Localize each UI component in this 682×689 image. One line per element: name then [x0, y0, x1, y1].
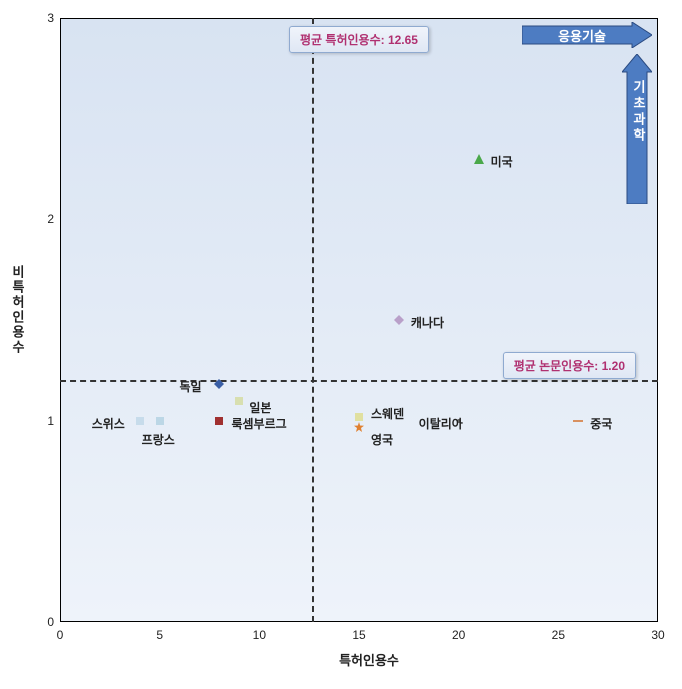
data-point	[234, 396, 244, 406]
y-tick: 1	[40, 414, 54, 428]
ref-line-horizontal	[60, 380, 658, 382]
x-tick: 15	[352, 628, 365, 642]
x-axis-label: 특허인용수	[319, 650, 419, 669]
data-point	[354, 412, 364, 422]
data-point-label: 룩셈부르그	[231, 415, 286, 432]
data-point-label: 미국	[491, 153, 513, 170]
y-tick: 2	[40, 212, 54, 226]
y-tick: 0	[40, 615, 54, 629]
plot-area	[60, 18, 658, 622]
arrow-applied-tech-label: 응용기술	[532, 26, 632, 45]
data-point-label: 이탈리아	[419, 415, 463, 432]
arrow-basic-science-label: 기초과학	[629, 80, 648, 144]
data-point	[474, 154, 484, 164]
x-tick: 0	[57, 628, 64, 642]
data-point-label: 일본	[249, 399, 271, 416]
x-tick: 10	[253, 628, 266, 642]
chart-container: 특허인용수 비특허인용수 0 5 10 15 20 25 30 0 1 2 3 평균 특허인용수: 1…	[0, 0, 682, 689]
data-point	[394, 315, 404, 325]
x-tick: 20	[452, 628, 465, 642]
x-tick: 30	[651, 628, 664, 642]
x-tick: 25	[552, 628, 565, 642]
data-point-label: 스웨덴	[371, 405, 404, 422]
data-point-label: 스위스	[92, 415, 125, 432]
data-point-label: 프랑스	[142, 431, 175, 448]
data-point	[214, 379, 224, 389]
data-point-label: 독일	[179, 378, 201, 395]
x-tick: 5	[156, 628, 163, 642]
data-point-label: 캐나다	[411, 314, 444, 331]
data-point-label: 영국	[371, 431, 393, 448]
data-point	[214, 416, 224, 426]
data-point	[135, 416, 145, 426]
ref-line-vertical	[312, 18, 314, 622]
info-box: 평균 특허인용수: 12.65	[289, 26, 429, 53]
data-point	[354, 422, 364, 432]
y-tick: 3	[40, 11, 54, 25]
y-axis-label: 비특허인용수	[8, 265, 27, 355]
data-point	[155, 416, 165, 426]
data-point-label: 중국	[590, 415, 612, 432]
info-box: 평균 논문인용수: 1.20	[503, 352, 636, 379]
data-point	[573, 416, 583, 426]
